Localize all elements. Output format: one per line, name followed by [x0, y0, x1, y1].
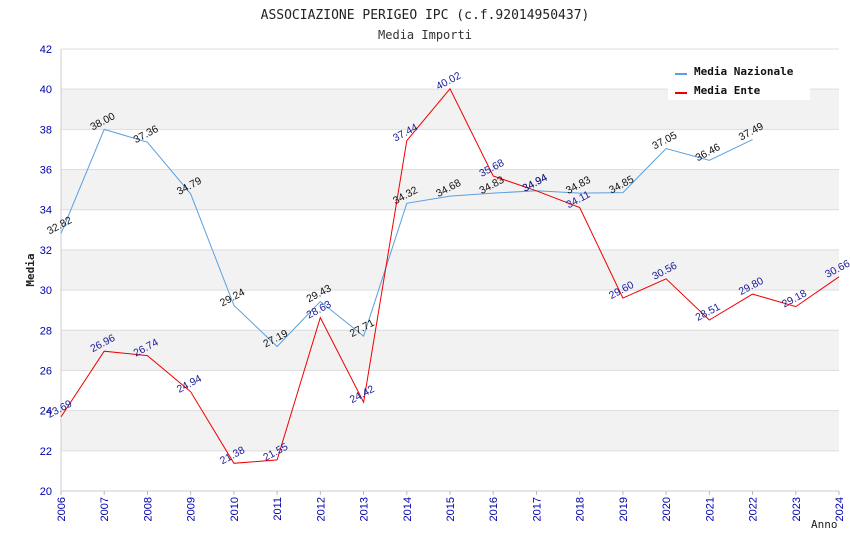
legend: Media Nazionale Media Ente [668, 60, 810, 100]
data-label: 32.82 [45, 214, 74, 237]
y-tick-label: 20 [40, 486, 52, 498]
y-tick-label: 38 [40, 124, 52, 136]
x-tick-label: 2011 [272, 497, 284, 521]
grid-band [61, 330, 839, 371]
data-label: 37.05 [650, 129, 679, 152]
x-tick-label: 2013 [359, 497, 371, 521]
grid-bands [61, 89, 839, 451]
x-tick-label: 2022 [748, 497, 760, 521]
y-tick-label: 40 [40, 84, 52, 96]
y-tick-label: 36 [40, 165, 52, 177]
grid-band [61, 249, 839, 291]
chart-title: ASSOCIAZIONE PERIGEO IPC (c.f.9201495043… [261, 8, 590, 23]
x-tick-label: 2024 [834, 497, 846, 521]
x-tick-label: 2017 [531, 497, 543, 521]
x-tick-labels: 2006 2007 2008 2009 2010 2011 2012 2013 2014 2015… [56, 497, 846, 521]
series-line-0 [60, 128, 753, 348]
x-tick-label: 2019 [618, 497, 630, 521]
grid-band [61, 169, 839, 210]
x-tick-label: 2015 [445, 497, 457, 521]
y-tick-label: 30 [40, 285, 52, 297]
y-tick-labels: 20 22 24 26 28 30 32 34 36 38 40 42 [40, 44, 52, 498]
x-tick-label: 2008 [142, 497, 154, 521]
series-lines [60, 87, 840, 464]
y-tick-label: 26 [40, 365, 52, 377]
y-tick-label: 34 [40, 205, 52, 217]
data-label: 24.94 [175, 373, 204, 396]
y-tick-label: 32 [40, 245, 52, 257]
x-tick-label: 2012 [315, 497, 327, 521]
x-tick-label: 2007 [99, 497, 111, 521]
y-tick-label: 28 [40, 325, 52, 337]
legend-label-nazionale: Media Nazionale [694, 65, 794, 78]
legend-label-ente: Media Ente [694, 84, 761, 97]
x-tick-label: 2016 [488, 497, 500, 521]
x-tick-label: 2021 [704, 497, 716, 521]
data-label: 36.46 [693, 141, 722, 164]
y-tick-label: 42 [40, 44, 52, 56]
legend-box [668, 60, 810, 100]
x-tick-label: 2006 [56, 497, 68, 521]
chart-subtitle: Media Importi [378, 28, 472, 42]
y-tick-label: 22 [40, 446, 52, 458]
data-label: 28.51 [693, 301, 722, 324]
data-label: 29.18 [780, 287, 809, 310]
x-tick-label: 2023 [791, 497, 803, 521]
x-tick-label: 2010 [229, 497, 241, 521]
x-tick-label: 2018 [575, 497, 587, 521]
x-tick-label: 2009 [186, 497, 198, 521]
series-line-1 [60, 87, 840, 464]
data-label: 24.42 [348, 383, 377, 406]
axes [60, 49, 840, 495]
x-axis-title: Anno [811, 518, 838, 531]
y-tick-label: 24 [40, 406, 52, 418]
grid-band [61, 410, 839, 451]
y-axis-title: Media [24, 253, 37, 286]
x-tick-label: 2014 [402, 497, 414, 521]
x-tick-label: 2020 [661, 497, 673, 521]
